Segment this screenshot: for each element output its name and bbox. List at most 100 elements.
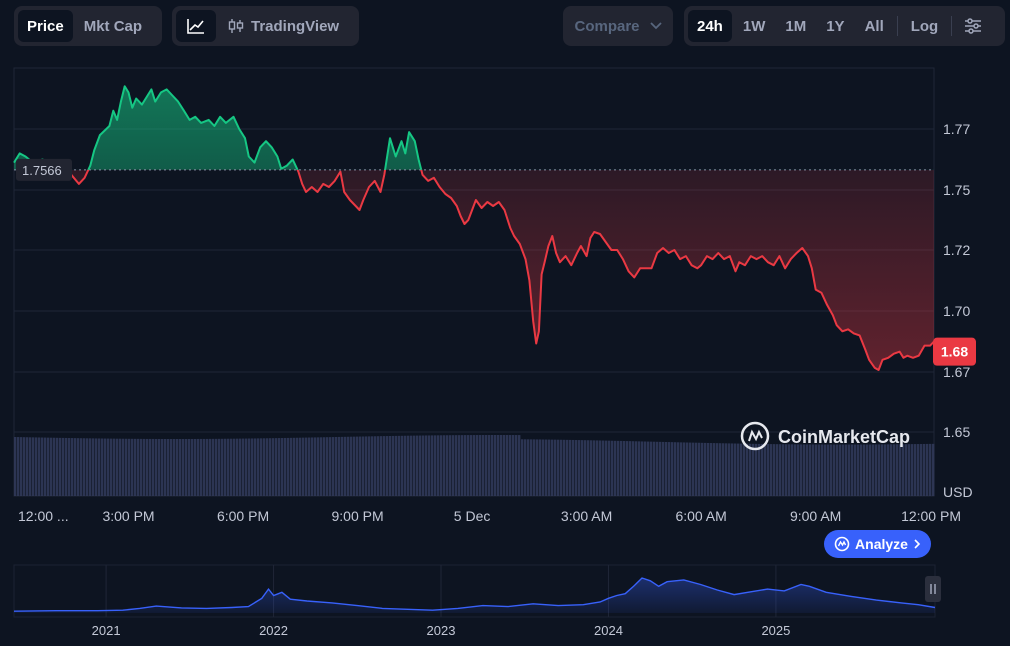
- volume-bar: [341, 436, 344, 496]
- volume-bar: [20, 437, 23, 496]
- volume-bar: [395, 435, 398, 496]
- volume-bar: [743, 443, 746, 496]
- history-navigator[interactable]: 2021 2022 2023 2024 2025: [0, 560, 1010, 646]
- volume-bar: [650, 441, 653, 496]
- volume-bar: [692, 442, 695, 496]
- line-chart-button[interactable]: [176, 10, 216, 42]
- volume-bar: [779, 444, 782, 496]
- volume-bar: [446, 435, 449, 496]
- volume-bar: [680, 442, 683, 496]
- volume-bar: [152, 438, 155, 496]
- compare-dropdown[interactable]: Compare: [563, 6, 673, 46]
- volume-bar: [908, 444, 911, 496]
- price-tab[interactable]: Price: [18, 10, 73, 42]
- volume-bar: [587, 440, 590, 496]
- volume-bar: [716, 443, 719, 496]
- tradingview-button[interactable]: TradingView: [218, 10, 348, 42]
- volume-bar: [614, 440, 617, 496]
- volume-bar: [920, 444, 923, 496]
- volume-bar: [602, 440, 605, 496]
- mktcap-tab[interactable]: Mkt Cap: [83, 17, 143, 35]
- volume-bar: [71, 438, 74, 496]
- range-1w[interactable]: 1W: [742, 17, 766, 35]
- currency-label: USD: [943, 484, 973, 500]
- y-tick-label: 1.70: [943, 303, 970, 319]
- volume-bar: [590, 440, 593, 496]
- volume-bar: [737, 443, 740, 496]
- volume-bar: [785, 444, 788, 496]
- log-toggle[interactable]: Log: [910, 17, 939, 35]
- volume-bar: [134, 438, 137, 496]
- volume-bar: [176, 438, 179, 496]
- volume-bar: [842, 444, 845, 496]
- volume-bar: [608, 440, 611, 496]
- volume-bar: [302, 437, 305, 496]
- volume-bar: [605, 440, 608, 496]
- volume-bar: [344, 436, 347, 496]
- volume-bar: [149, 438, 152, 496]
- volume-bar: [161, 438, 164, 496]
- volume-bar: [98, 438, 101, 496]
- analyze-button[interactable]: Analyze: [824, 530, 931, 558]
- chart-settings-button[interactable]: [956, 10, 990, 42]
- volume-bar: [683, 442, 686, 496]
- range-1y[interactable]: 1Y: [826, 17, 845, 35]
- volume-bar: [509, 435, 512, 496]
- range-1m[interactable]: 1M: [785, 17, 807, 35]
- volume-bar: [44, 437, 47, 496]
- volume-bar: [311, 437, 314, 496]
- volume-bar: [434, 435, 437, 496]
- volume-bar: [917, 444, 920, 496]
- navigator-handle[interactable]: [925, 576, 941, 602]
- y-tick-label: 1.75: [943, 182, 970, 198]
- volume-bar: [572, 439, 575, 496]
- volume-bar: [119, 438, 122, 496]
- range-all[interactable]: All: [864, 17, 884, 35]
- volume-bar: [773, 444, 776, 496]
- volume-bar: [266, 438, 269, 496]
- volume-bar: [929, 443, 932, 496]
- volume-bar: [245, 438, 248, 496]
- volume-bar: [449, 435, 452, 496]
- volume-bar: [728, 443, 731, 496]
- tradingview-label: TradingView: [251, 17, 340, 35]
- navigator-year-label: 2025: [761, 623, 790, 638]
- volume-bar: [803, 444, 806, 496]
- volume-bar: [524, 439, 527, 496]
- volume-bar: [485, 435, 488, 496]
- volume-bar: [545, 439, 548, 496]
- volume-bar: [32, 437, 35, 496]
- volume-bar: [314, 437, 317, 496]
- volume-bar: [791, 444, 794, 496]
- volume-bar: [203, 438, 206, 496]
- volume-bar: [497, 435, 500, 496]
- price-line: [13, 85, 935, 371]
- analyze-icon: [834, 536, 850, 552]
- volume-bar: [665, 442, 668, 496]
- y-axis: 1.65 1.67 1.70 1.72 1.75 1.77: [943, 121, 970, 440]
- volume-bar: [185, 438, 188, 496]
- range-24h[interactable]: 24h: [688, 10, 732, 42]
- volume-bar: [287, 437, 290, 496]
- volume-bar: [875, 444, 878, 496]
- price-chart[interactable]: 1.65 1.67 1.70 1.72 1.75 1.77 12:00 ... 3:00 P…: [0, 0, 1010, 530]
- volume-bar: [893, 444, 896, 496]
- volume-bar: [236, 438, 239, 496]
- volume-bar: [827, 444, 830, 496]
- price-line-below: [61, 169, 935, 371]
- volume-bar: [173, 438, 176, 496]
- volume-bar: [533, 439, 536, 496]
- volume-bar: [797, 444, 800, 496]
- volume-bar: [164, 438, 167, 496]
- volume-bar: [392, 435, 395, 496]
- volume-bar: [599, 440, 602, 496]
- volume-bar: [596, 440, 599, 496]
- volume-bar: [713, 443, 716, 496]
- volume-bar: [29, 437, 32, 496]
- volume-bar: [200, 438, 203, 496]
- volume-bar: [620, 440, 623, 496]
- volume-bar: [332, 437, 335, 496]
- volume-bar: [698, 442, 701, 496]
- navigator-year-label: 2022: [259, 623, 288, 638]
- navigator-fill: [14, 578, 935, 613]
